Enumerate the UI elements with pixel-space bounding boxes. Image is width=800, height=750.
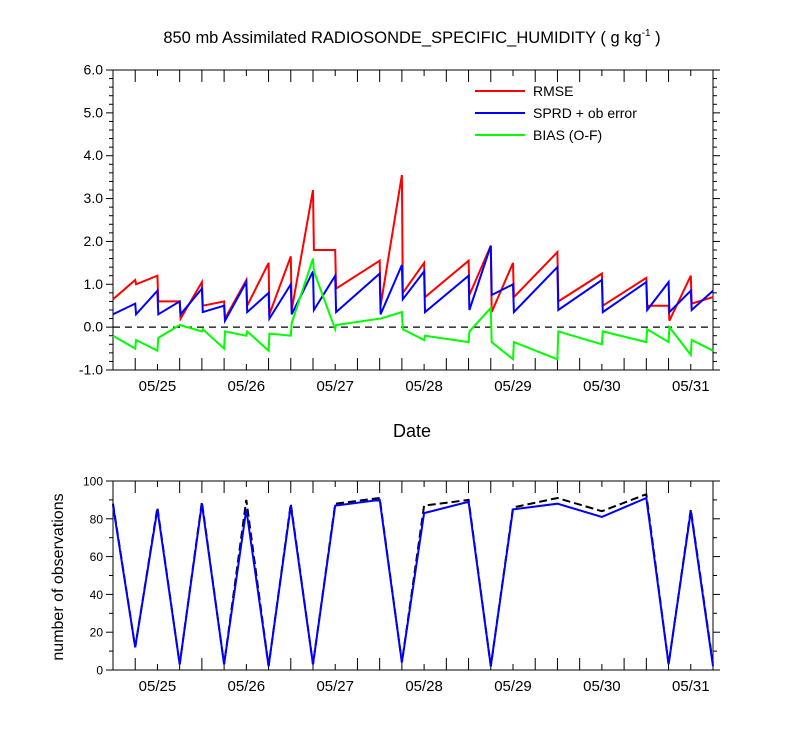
x-tick-label: 05/26 bbox=[228, 678, 266, 695]
bottom-plot-area: 05/25 05/26 05/27 05/28 05/29 05/30 05/31 0 20 40… bbox=[83, 475, 720, 695]
plot-frame bbox=[112, 69, 714, 371]
x-tick-label: 05/31 bbox=[672, 678, 710, 695]
y-tick-label: 4.0 bbox=[84, 147, 104, 163]
y-tick-label: 3.0 bbox=[84, 190, 104, 206]
y-tick-label: 40 bbox=[90, 588, 104, 602]
y-axis-label: number of observations bbox=[50, 493, 67, 660]
x-tick-label: 05/29 bbox=[494, 378, 532, 395]
legend: RMSE SPRD + ob error BIAS (O-F) bbox=[475, 83, 637, 143]
y-tick-label: 100 bbox=[83, 475, 103, 489]
series-line-bias-o-f bbox=[112, 258, 714, 362]
y-tick-label: 5.0 bbox=[84, 104, 104, 120]
x-tick-label: 05/30 bbox=[583, 678, 621, 695]
top-plot-area: 05/25 05/26 05/27 05/28 05/29 05/30 05/31 -1.0 0… bbox=[79, 62, 720, 395]
y-tick-label: 2.0 bbox=[84, 233, 104, 249]
y-tick-label: 20 bbox=[90, 626, 104, 640]
y-tick-label: 60 bbox=[90, 550, 104, 564]
y-tick-label: 1.0 bbox=[84, 276, 104, 292]
x-tick-label: 05/26 bbox=[228, 378, 266, 395]
x-tick-label: 05/31 bbox=[672, 378, 710, 395]
x-tick-label: 05/28 bbox=[405, 678, 443, 695]
top-chart: 850 mb Assimilated RADIOSONDE_SPECIFIC_H… bbox=[79, 28, 720, 441]
x-tick-label: 05/25 bbox=[139, 678, 177, 695]
legend-label: SPRD + ob error bbox=[533, 105, 637, 121]
y-tick-label: 6.0 bbox=[84, 62, 104, 78]
x-axis-label: Date bbox=[393, 421, 431, 441]
x-tick-label: 05/30 bbox=[583, 378, 621, 395]
x-tick-label: 05/25 bbox=[139, 378, 177, 395]
series-line-possible bbox=[112, 492, 714, 667]
x-tick-label: 05/27 bbox=[316, 378, 354, 395]
bottom-chart: 05/25 05/26 05/27 05/28 05/29 05/30 05/31 0 20 40… bbox=[50, 475, 720, 695]
series-line-sprd-ob-error bbox=[112, 245, 714, 325]
x-tick-label: 05/29 bbox=[494, 678, 532, 695]
y-tick-label: -1.0 bbox=[79, 362, 103, 378]
y-tick-label: 0.0 bbox=[84, 319, 104, 335]
y-ticks bbox=[106, 69, 720, 371]
x-tick-label: 05/27 bbox=[316, 678, 354, 695]
x-tick-label: 05/28 bbox=[405, 378, 443, 395]
legend-label: BIAS (O-F) bbox=[533, 127, 602, 143]
series-line-assimilated bbox=[112, 496, 714, 667]
chart-title: 850 mb Assimilated RADIOSONDE_SPECIFIC_H… bbox=[163, 28, 660, 47]
x-ticks bbox=[112, 70, 714, 370]
y-ticks bbox=[106, 480, 720, 671]
y-tick-label: 80 bbox=[90, 512, 104, 526]
y-tick-label: 0 bbox=[96, 664, 103, 678]
legend-label: RMSE bbox=[533, 83, 573, 99]
